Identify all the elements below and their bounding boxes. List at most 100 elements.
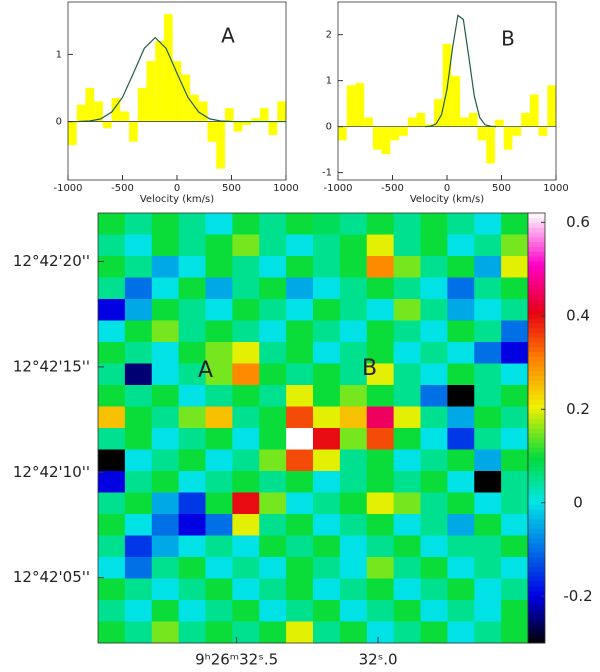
cell xyxy=(420,213,448,235)
cell xyxy=(259,492,287,515)
cell xyxy=(286,342,314,364)
cell xyxy=(178,471,206,493)
cell xyxy=(339,471,368,493)
cell xyxy=(205,256,233,278)
cell xyxy=(366,213,395,235)
cell xyxy=(205,320,233,343)
x-tick-label: -1000 xyxy=(323,183,352,194)
colorbar-step xyxy=(528,523,545,529)
bar xyxy=(529,94,539,127)
cell xyxy=(420,578,448,601)
cell xyxy=(98,385,126,407)
cell xyxy=(124,320,153,343)
cell xyxy=(393,299,421,321)
annotation: B xyxy=(362,356,377,381)
cell xyxy=(205,406,233,429)
colorbar-step xyxy=(528,638,545,644)
cell xyxy=(151,492,180,515)
cell xyxy=(393,320,421,343)
cell xyxy=(339,385,368,407)
bar xyxy=(381,126,391,155)
cell xyxy=(286,363,314,386)
cell xyxy=(98,471,126,493)
colorbar-step xyxy=(528,437,545,443)
colorbar-step xyxy=(528,447,545,453)
cell xyxy=(98,320,126,343)
cell xyxy=(178,406,206,429)
cell xyxy=(98,514,126,536)
cell xyxy=(339,514,368,536)
colorbar-step xyxy=(528,217,545,224)
colorbar-step xyxy=(528,499,545,505)
colorbar-step xyxy=(528,227,545,233)
cell xyxy=(366,428,395,450)
colorbar-step xyxy=(528,251,545,257)
cell xyxy=(339,234,368,257)
cell xyxy=(259,256,287,278)
bar xyxy=(494,119,504,127)
cell xyxy=(339,449,368,472)
colorbar-step xyxy=(528,504,545,510)
cell xyxy=(393,234,421,257)
cell xyxy=(205,428,233,450)
colorbar-step xyxy=(528,490,545,496)
cell xyxy=(501,578,529,601)
colorbar-step xyxy=(528,299,545,305)
cell xyxy=(447,320,475,343)
cell xyxy=(339,277,368,300)
cell xyxy=(393,406,421,429)
cell xyxy=(124,449,153,472)
colorbar-step xyxy=(528,389,545,396)
cell xyxy=(474,428,502,450)
bar xyxy=(364,117,373,127)
colorbar-step xyxy=(528,260,545,267)
cell xyxy=(447,406,475,429)
cell xyxy=(313,600,341,622)
colorbar-step xyxy=(528,561,545,568)
colorbar-step xyxy=(528,213,545,219)
colorbar-step xyxy=(528,365,545,372)
cell xyxy=(178,428,206,450)
bar xyxy=(137,87,147,122)
cell xyxy=(98,213,126,235)
colorbar-step xyxy=(528,313,545,319)
cell xyxy=(259,557,287,579)
cell xyxy=(232,342,260,364)
colorbar-step xyxy=(528,585,545,591)
colorbar-step xyxy=(528,385,545,391)
cell xyxy=(205,471,233,493)
cell xyxy=(420,621,448,644)
cell xyxy=(366,299,395,321)
cell xyxy=(178,578,206,601)
cell xyxy=(259,600,287,622)
cell xyxy=(178,600,206,622)
cell xyxy=(178,621,206,644)
colorbar-step xyxy=(528,337,545,343)
cell xyxy=(366,277,395,300)
cell xyxy=(232,514,260,536)
bar xyxy=(216,121,225,169)
cell xyxy=(501,514,529,536)
colorbar-step xyxy=(528,241,545,247)
cell xyxy=(286,514,314,536)
cell xyxy=(286,535,314,558)
cell xyxy=(151,449,180,472)
cell xyxy=(178,256,206,278)
cell xyxy=(205,363,233,386)
cell xyxy=(393,514,421,536)
colorbar-step xyxy=(528,404,545,410)
cell xyxy=(178,320,206,343)
cell xyxy=(393,385,421,407)
cell xyxy=(98,449,126,472)
colorbar-step xyxy=(528,633,545,639)
cell xyxy=(124,600,153,622)
colorbar-step xyxy=(528,423,545,429)
colorbar-step xyxy=(528,600,545,606)
cell xyxy=(124,557,153,579)
cell xyxy=(124,492,153,515)
cell xyxy=(447,234,475,257)
cell xyxy=(286,557,314,579)
cell xyxy=(420,256,448,278)
bar xyxy=(399,126,408,136)
cell xyxy=(420,514,448,536)
